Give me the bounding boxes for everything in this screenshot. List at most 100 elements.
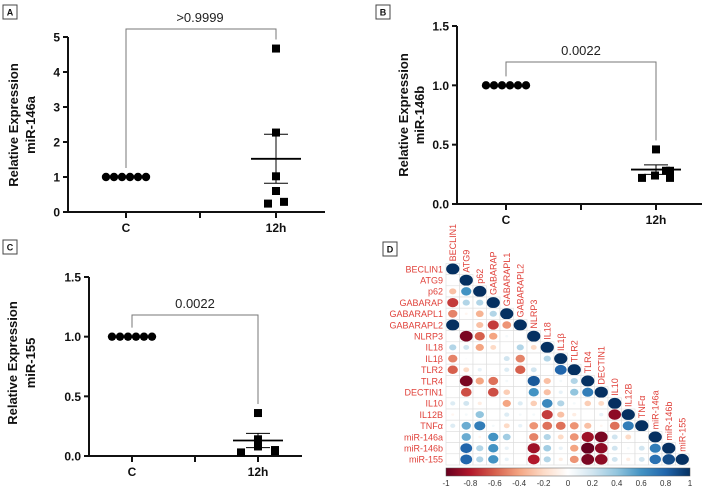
- correlation-circle: [527, 454, 540, 465]
- colorbar-tick-label: -0.6: [488, 479, 502, 488]
- panel-C: C 0.0 0.5 1.0 1.5 C 12h Relative Expression miR-…: [2, 239, 302, 479]
- y-tick-label: 1.0: [64, 330, 81, 344]
- correlation-circle: [465, 357, 468, 360]
- y-axis-label-line1: Relative Expression: [5, 301, 20, 425]
- correlation-circle: [569, 455, 579, 464]
- matrix-cell: [486, 408, 501, 421]
- column-label-text: GABARAPL2: [515, 264, 525, 318]
- correlation-circle: [488, 443, 499, 453]
- y-tick-label: 1.5: [432, 20, 449, 34]
- correlation-circle: [570, 388, 579, 396]
- matrix-cell: [513, 442, 528, 455]
- y-tick-label: 1: [53, 171, 60, 185]
- correlation-circle: [478, 435, 482, 439]
- colorbar-tick-label: 0: [566, 479, 571, 488]
- correlation-circle: [476, 321, 484, 329]
- row-label: TLR4: [421, 376, 443, 386]
- significance-bracket: [131, 314, 259, 405]
- y-tick-label: 5: [53, 31, 60, 45]
- correlation-circle: [451, 413, 455, 416]
- data-point-12h: [254, 409, 262, 418]
- correlation-circle: [611, 445, 618, 451]
- correlation-circle: [572, 402, 576, 405]
- panel-label-box: [382, 241, 398, 257]
- correlation-circle: [543, 389, 551, 396]
- data-point-c: [489, 81, 499, 90]
- row-label: IL1β: [425, 354, 443, 364]
- x-tick-label: 12h: [248, 465, 269, 479]
- correlation-circle: [450, 423, 456, 428]
- data-point-c: [107, 332, 117, 341]
- correlation-circle: [594, 386, 608, 398]
- matrix-cell: [445, 453, 460, 466]
- correlation-circle: [530, 400, 538, 407]
- matrix-cell: [526, 352, 541, 365]
- correlation-circle: [543, 355, 551, 362]
- correlation-circle: [581, 375, 595, 387]
- y-axis-label-line2: miR-155: [23, 338, 38, 389]
- matrix-cell: [513, 330, 528, 343]
- data-point-c: [109, 172, 119, 182]
- matrix-cell: [513, 375, 528, 387]
- correlation-circle: [608, 409, 622, 420]
- panel-D: DBECLIN1BECLIN1ATG9ATG9p62p62GABARAPGABA…: [382, 224, 693, 488]
- y-tick-label: 0.5: [64, 390, 81, 404]
- y-tick-label: 2: [53, 136, 60, 150]
- correlation-circle: [584, 422, 592, 429]
- correlation-circle: [502, 399, 511, 407]
- correlation-circle: [462, 299, 470, 306]
- correlation-circle: [609, 421, 620, 430]
- correlation-circle: [488, 455, 499, 464]
- y-axis-label: Relative Expression: [6, 63, 21, 187]
- correlation-circle: [528, 387, 539, 397]
- column-label-text: ATG9: [461, 250, 471, 273]
- correlation-circle: [502, 433, 511, 441]
- correlation-circle: [446, 319, 460, 331]
- correlation-circle: [446, 263, 460, 275]
- row-label: miR-146b: [404, 444, 443, 454]
- matrix-cell: [513, 453, 528, 466]
- y-axis-label-line2: miR-146b: [412, 86, 427, 145]
- data-point-c: [133, 172, 143, 182]
- y-axis-label: Relative Expression: [396, 53, 411, 177]
- column-label-text: BECLIN1: [448, 224, 458, 262]
- correlation-circle: [464, 312, 468, 316]
- correlation-circle: [567, 364, 581, 376]
- panel-label-box: [375, 4, 391, 20]
- data-point-c: [147, 332, 157, 341]
- column-label-text: IL10: [610, 378, 620, 396]
- column-label-text: GABARAPL1: [502, 253, 512, 307]
- correlation-circle: [555, 421, 566, 430]
- column-label: p62: [475, 269, 485, 284]
- data-point-c: [125, 172, 135, 182]
- data-point-12h: [666, 166, 674, 175]
- panel-label-box: [2, 239, 18, 255]
- correlation-circle: [662, 454, 676, 465]
- correlation-circle: [625, 434, 632, 440]
- data-point-12h: [272, 128, 280, 137]
- data-point-12h: [666, 173, 674, 182]
- row-label: GABARAPL2: [389, 320, 443, 330]
- colorbar-tick-label: -0.4: [512, 479, 526, 488]
- column-label-text: NLRP3: [529, 300, 539, 329]
- correlation-circle: [448, 309, 458, 318]
- correlation-circle: [461, 433, 471, 441]
- correlation-circle: [464, 413, 468, 416]
- column-label: IL10: [610, 378, 620, 396]
- correlation-circle: [626, 446, 630, 450]
- y-tick-label: 1.0: [432, 79, 449, 93]
- correlation-circle: [570, 377, 578, 385]
- y-axis-label: miR-146a: [23, 95, 38, 154]
- correlation-circle: [505, 379, 509, 383]
- row-label: GABARAPL1: [389, 309, 443, 319]
- data-point-c: [513, 81, 523, 90]
- x-tick-label: 12h: [266, 221, 287, 235]
- data-point-12h: [651, 171, 659, 180]
- correlation-circle: [675, 453, 689, 465]
- correlation-circle: [581, 442, 595, 454]
- correlation-circle: [541, 398, 553, 408]
- correlation-circle: [626, 457, 631, 462]
- x-tick-label: 12h: [646, 213, 667, 227]
- correlation-circle: [502, 321, 512, 329]
